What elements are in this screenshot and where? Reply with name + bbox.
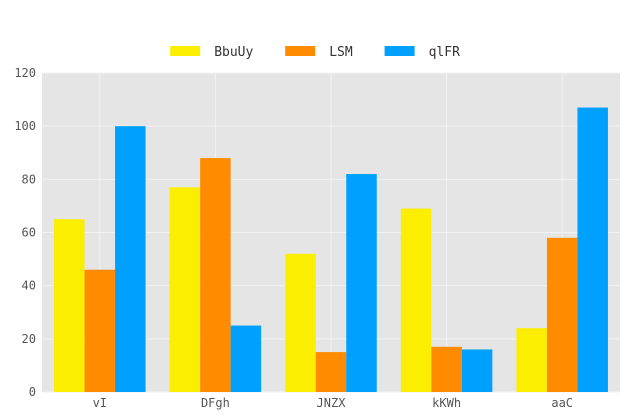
bars bbox=[54, 107, 608, 393]
bar-BbuUy-kKWh bbox=[400, 208, 432, 392]
y-tick-label: 0 bbox=[29, 385, 36, 399]
legend-swatch-qlFR bbox=[384, 46, 415, 56]
legend-label-qlFR: qlFR bbox=[429, 45, 460, 60]
legend-label-BbuUy: BbuUy bbox=[214, 45, 253, 60]
x-tick-label: vI bbox=[93, 396, 107, 410]
legend-label-LSM: LSM bbox=[329, 45, 353, 60]
x-axis: vI DFgh JNZX kKWh aaC bbox=[93, 396, 573, 410]
x-tick-label: JNZX bbox=[317, 396, 347, 410]
legend-swatch-LSM bbox=[285, 46, 316, 56]
bar-BbuUy-aaC bbox=[516, 328, 547, 392]
bar-qlFR-aaC bbox=[577, 107, 608, 392]
bar-qlFR-kKWh bbox=[461, 349, 493, 392]
legend-swatch-BbuUy bbox=[170, 46, 201, 56]
bar-BbuUy-DFgh bbox=[169, 187, 201, 392]
bar-qlFR-DFgh bbox=[230, 325, 262, 392]
y-tick-label: 120 bbox=[14, 66, 36, 80]
bar-qlFR-vI bbox=[115, 126, 146, 393]
x-tick-label: DFgh bbox=[201, 396, 230, 410]
y-tick-label: 100 bbox=[14, 119, 36, 133]
x-tick-label: aaC bbox=[551, 396, 573, 410]
bar-BbuUy-vI bbox=[54, 219, 85, 392]
bar-LSM-kKWh bbox=[431, 346, 462, 392]
bar-LSM-DFgh bbox=[200, 158, 231, 392]
bar-LSM-aaC bbox=[546, 237, 578, 392]
y-tick-label: 80 bbox=[22, 172, 36, 186]
x-tick-label: kKWh bbox=[432, 396, 461, 410]
y-axis: 0 20 40 60 80 100 120 bbox=[14, 66, 36, 399]
bar-LSM-vI bbox=[84, 269, 116, 392]
bar-BbuUy-JNZX bbox=[285, 253, 316, 392]
y-tick-label: 20 bbox=[22, 332, 36, 346]
bar-qlFR-JNZX bbox=[346, 174, 377, 392]
y-tick-label: 60 bbox=[22, 226, 36, 240]
y-tick-label: 40 bbox=[22, 279, 36, 293]
bar-LSM-JNZX bbox=[315, 352, 347, 392]
legend: BbuUy LSM qlFR bbox=[170, 45, 460, 60]
